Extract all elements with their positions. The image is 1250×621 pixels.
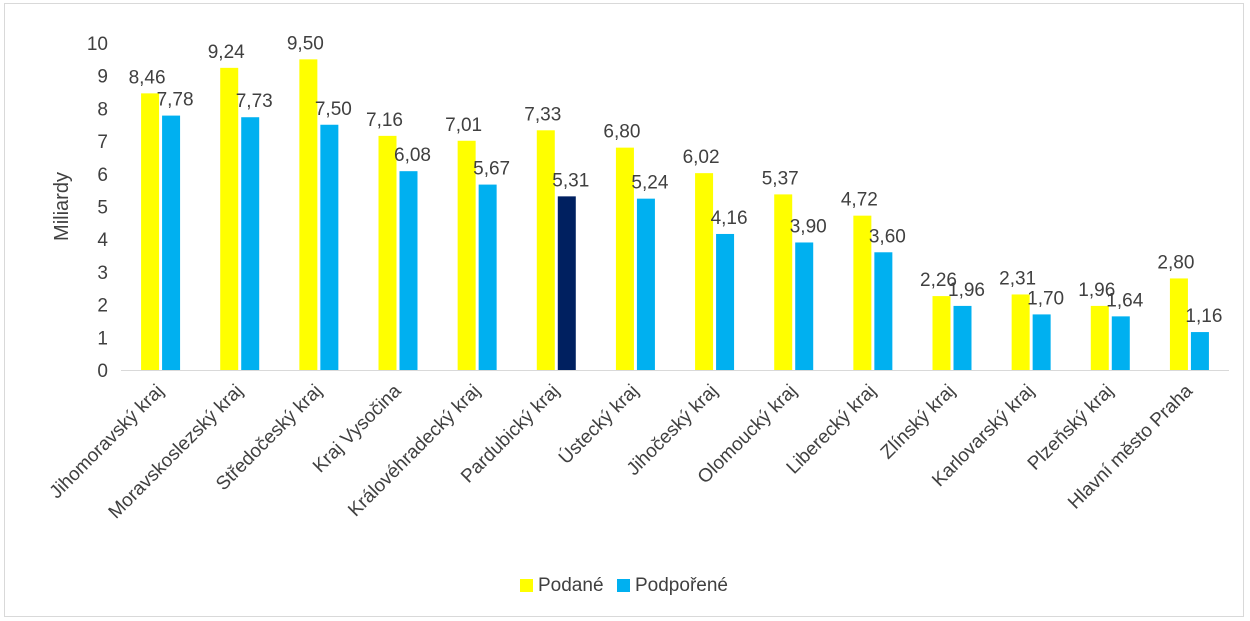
bar-podane — [299, 59, 318, 370]
data-label: 1,96 — [948, 280, 985, 301]
data-label: 7,33 — [524, 104, 561, 125]
category-label: Moravskoslezský kraj — [105, 381, 248, 524]
bar-podporene — [795, 242, 814, 370]
bar-podporene — [399, 171, 418, 370]
data-label: 4,72 — [841, 190, 878, 211]
bar-podane — [536, 130, 555, 370]
category-label: Královéhradecký kraj — [344, 381, 484, 521]
bar-podane — [1011, 294, 1030, 370]
bar-podane — [615, 147, 634, 370]
bar-podane — [1090, 305, 1109, 370]
bar-podporene — [241, 117, 260, 370]
data-label: 2,80 — [1157, 252, 1194, 273]
legend: Podané Podpořené — [520, 575, 728, 596]
y-tick-label: 5 — [97, 198, 108, 219]
y-axis-title-group: Miliardy — [51, 172, 73, 241]
bar-podane — [695, 173, 714, 370]
bars-group — [141, 59, 1209, 371]
category-label: Zlínský kraj — [877, 381, 960, 464]
data-label: 6,08 — [394, 145, 431, 166]
data-label: 3,60 — [869, 226, 906, 247]
y-tick-label: 10 — [87, 34, 108, 55]
legend-swatch-podane — [520, 579, 533, 592]
data-label: 5,31 — [552, 170, 589, 191]
data-label: 5,24 — [631, 173, 668, 194]
data-label: 1,96 — [1078, 280, 1115, 301]
data-labels-group: 8,467,78 9,24 7,73 9,50 7,50 7,16 6,08 7,01 5,67… — [129, 33, 1223, 327]
bar-podporene — [874, 252, 893, 370]
bar-chart: Miliardy 0 1 2 3 4 5 6 7 8 9 10 8,467,78 9,24 7,73 9,… — [46, 33, 1229, 596]
data-label: 6,80 — [603, 122, 640, 143]
y-tick-label: 0 — [97, 361, 108, 382]
data-label: 1,16 — [1185, 306, 1222, 327]
bar-podporene — [636, 198, 655, 370]
data-label: 1,64 — [1106, 290, 1143, 311]
y-tick-label: 1 — [97, 328, 108, 349]
bar-podane — [853, 215, 872, 370]
data-label: 8,46 — [129, 67, 166, 88]
bar-podane — [141, 93, 160, 370]
bar-podporene — [162, 115, 181, 371]
data-label: 3,90 — [790, 216, 827, 237]
bar-podporene — [478, 184, 497, 370]
chart-frame: Miliardy 0 1 2 3 4 5 6 7 8 9 10 8,46 7,78 9,24 7,73 9,… — [4, 3, 1244, 617]
bar-podporene — [953, 305, 972, 370]
y-tick-label: 3 — [97, 263, 108, 284]
y-tick-label: 4 — [97, 230, 108, 251]
data-label: 4,16 — [711, 208, 748, 229]
bar-podane — [457, 140, 476, 370]
data-label: 1,70 — [1027, 288, 1064, 309]
bar-podane — [220, 67, 239, 371]
y-tick-label: 7 — [97, 132, 108, 153]
bar-podane — [774, 194, 793, 370]
bar-podane — [932, 296, 951, 370]
legend-swatch-podporene — [617, 579, 630, 592]
data-label: 9,50 — [287, 33, 324, 54]
y-tick-label: 6 — [97, 165, 108, 186]
legend-label-podane: Podané — [538, 575, 604, 596]
legend-label-podporene: Podpořené — [635, 575, 728, 596]
y-axis-ticks: 0 1 2 3 4 5 6 7 8 9 10 — [87, 34, 109, 382]
bar-podporene — [320, 124, 339, 370]
data-label: 7,78 — [157, 90, 194, 111]
data-label: 7,16 — [366, 110, 403, 131]
data-label: 6,02 — [683, 147, 720, 168]
data-label: 7,73 — [236, 91, 273, 112]
data-label: 5,67 — [473, 159, 510, 180]
y-tick-label: 2 — [97, 296, 108, 317]
data-label: 5,37 — [762, 168, 799, 189]
bar-podporene — [1190, 332, 1209, 370]
bar-podporene — [557, 196, 576, 370]
bar-podane — [1169, 278, 1188, 370]
category-label: Ústecký kraj — [554, 380, 643, 469]
bar-podporene — [1111, 316, 1130, 370]
y-tick-label: 8 — [97, 99, 108, 120]
data-label: 7,50 — [315, 99, 352, 120]
bar-podane — [378, 135, 397, 370]
y-axis-title: Miliardy — [51, 172, 73, 241]
data-label: 9,24 — [208, 42, 245, 63]
bar-podporene — [1032, 314, 1051, 370]
data-label: 2,31 — [999, 268, 1036, 289]
y-tick-label: 9 — [97, 67, 108, 88]
bar-podporene — [716, 233, 735, 370]
data-label: 7,01 — [445, 115, 482, 136]
data-label: 2,26 — [920, 270, 957, 291]
